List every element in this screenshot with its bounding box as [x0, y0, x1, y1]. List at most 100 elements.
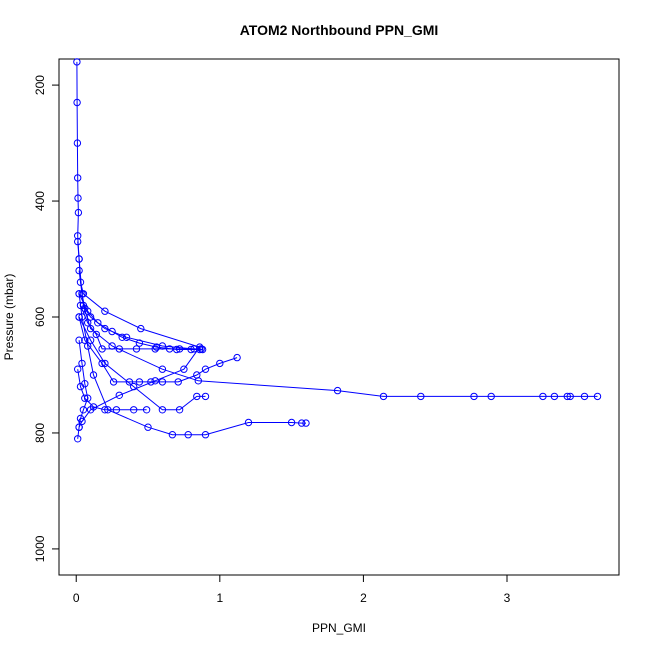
- x-tick-label: 2: [360, 591, 367, 605]
- data-point: [193, 392, 201, 401]
- data-point: [151, 345, 159, 353]
- data-point: [135, 378, 144, 386]
- data-point: [76, 414, 85, 423]
- data-point: [73, 58, 81, 66]
- data-point: [147, 378, 155, 386]
- data-point: [84, 342, 92, 350]
- y-tick-label: 200: [33, 75, 47, 95]
- data-point: [81, 336, 89, 344]
- data-point: [74, 232, 82, 240]
- data-point: [137, 324, 145, 333]
- data-point: [109, 378, 118, 386]
- data-point: [201, 392, 210, 401]
- data-point: [333, 386, 342, 395]
- data-point: [75, 336, 83, 344]
- chart-title: ATOM2 Northbound PPN_GMI: [240, 22, 439, 38]
- data-point: [487, 392, 495, 401]
- series-line: [78, 270, 598, 397]
- data-point: [158, 378, 167, 386]
- series-line: [77, 241, 200, 350]
- data-point: [593, 392, 602, 401]
- data-point: [174, 378, 182, 386]
- data-point: [94, 319, 102, 327]
- data-point: [216, 359, 224, 368]
- series-line: [77, 369, 147, 411]
- data-point: [84, 307, 92, 315]
- data-point: [175, 345, 184, 353]
- data-point: [74, 208, 83, 217]
- data-point: [74, 174, 82, 182]
- data-point: [130, 406, 138, 414]
- series-line: [78, 293, 306, 436]
- data-point: [125, 378, 134, 386]
- data-point: [302, 419, 310, 427]
- data-point: [198, 345, 207, 354]
- data-point: [98, 345, 106, 353]
- data-point: [84, 319, 92, 327]
- data-point: [101, 307, 109, 315]
- data-point: [244, 418, 253, 427]
- data-point: [130, 382, 138, 391]
- data-point: [193, 371, 201, 379]
- data-point: [158, 365, 167, 373]
- y-axis: 200 400 600 800 1000: [33, 75, 60, 562]
- data-point: [108, 327, 116, 336]
- data-point: [76, 301, 85, 310]
- data-point: [580, 392, 589, 401]
- data-point: [74, 365, 82, 373]
- y-axis-label: Pressure (mbar): [2, 274, 16, 361]
- data-point: [173, 345, 181, 354]
- data-point: [470, 392, 478, 401]
- data-point: [101, 359, 109, 368]
- data-point: [135, 339, 144, 347]
- data-point: [75, 313, 83, 321]
- data-point: [75, 290, 83, 298]
- data-point: [74, 237, 82, 246]
- data-point: [78, 359, 86, 368]
- data-point: [86, 336, 95, 344]
- data-point: [566, 392, 574, 401]
- data-point: [152, 343, 161, 351]
- x-tick-label: 0: [73, 591, 80, 605]
- data-point: [298, 419, 306, 427]
- data-point: [158, 406, 167, 414]
- data-point: [180, 365, 188, 373]
- data-point: [112, 406, 121, 414]
- x-tick-label: 1: [216, 591, 223, 605]
- data-point: [233, 353, 241, 362]
- y-tick-label: 1000: [33, 535, 47, 562]
- x-axis-label: PPN_GMI: [312, 621, 366, 635]
- data-point: [89, 371, 98, 379]
- data-point: [89, 403, 98, 411]
- data-point: [75, 423, 83, 431]
- data-point: [417, 392, 425, 401]
- x-tick-label: 3: [504, 591, 511, 605]
- data-point: [74, 435, 82, 443]
- y-tick-label: 400: [33, 191, 47, 211]
- data-point: [76, 382, 85, 391]
- data-point: [563, 392, 571, 401]
- data-point: [379, 392, 388, 401]
- data-point: [75, 266, 83, 275]
- data-point: [81, 394, 89, 402]
- data-point: [201, 431, 210, 439]
- data-point: [86, 324, 95, 333]
- data-point: [190, 345, 198, 353]
- data-point: [79, 406, 88, 414]
- data-point: [168, 431, 177, 439]
- data-point: [539, 392, 547, 401]
- data-point: [92, 330, 101, 339]
- data-point: [73, 98, 81, 107]
- data-point: [118, 333, 126, 341]
- data-point: [287, 418, 296, 427]
- data-layer: [73, 58, 602, 443]
- data-point: [101, 406, 109, 414]
- data-point: [550, 392, 559, 401]
- data-point: [175, 406, 184, 414]
- y-tick-label: 600: [33, 307, 47, 327]
- data-point: [115, 345, 124, 353]
- data-point: [115, 391, 124, 399]
- plot-frame: [58, 58, 620, 576]
- data-point: [75, 255, 83, 263]
